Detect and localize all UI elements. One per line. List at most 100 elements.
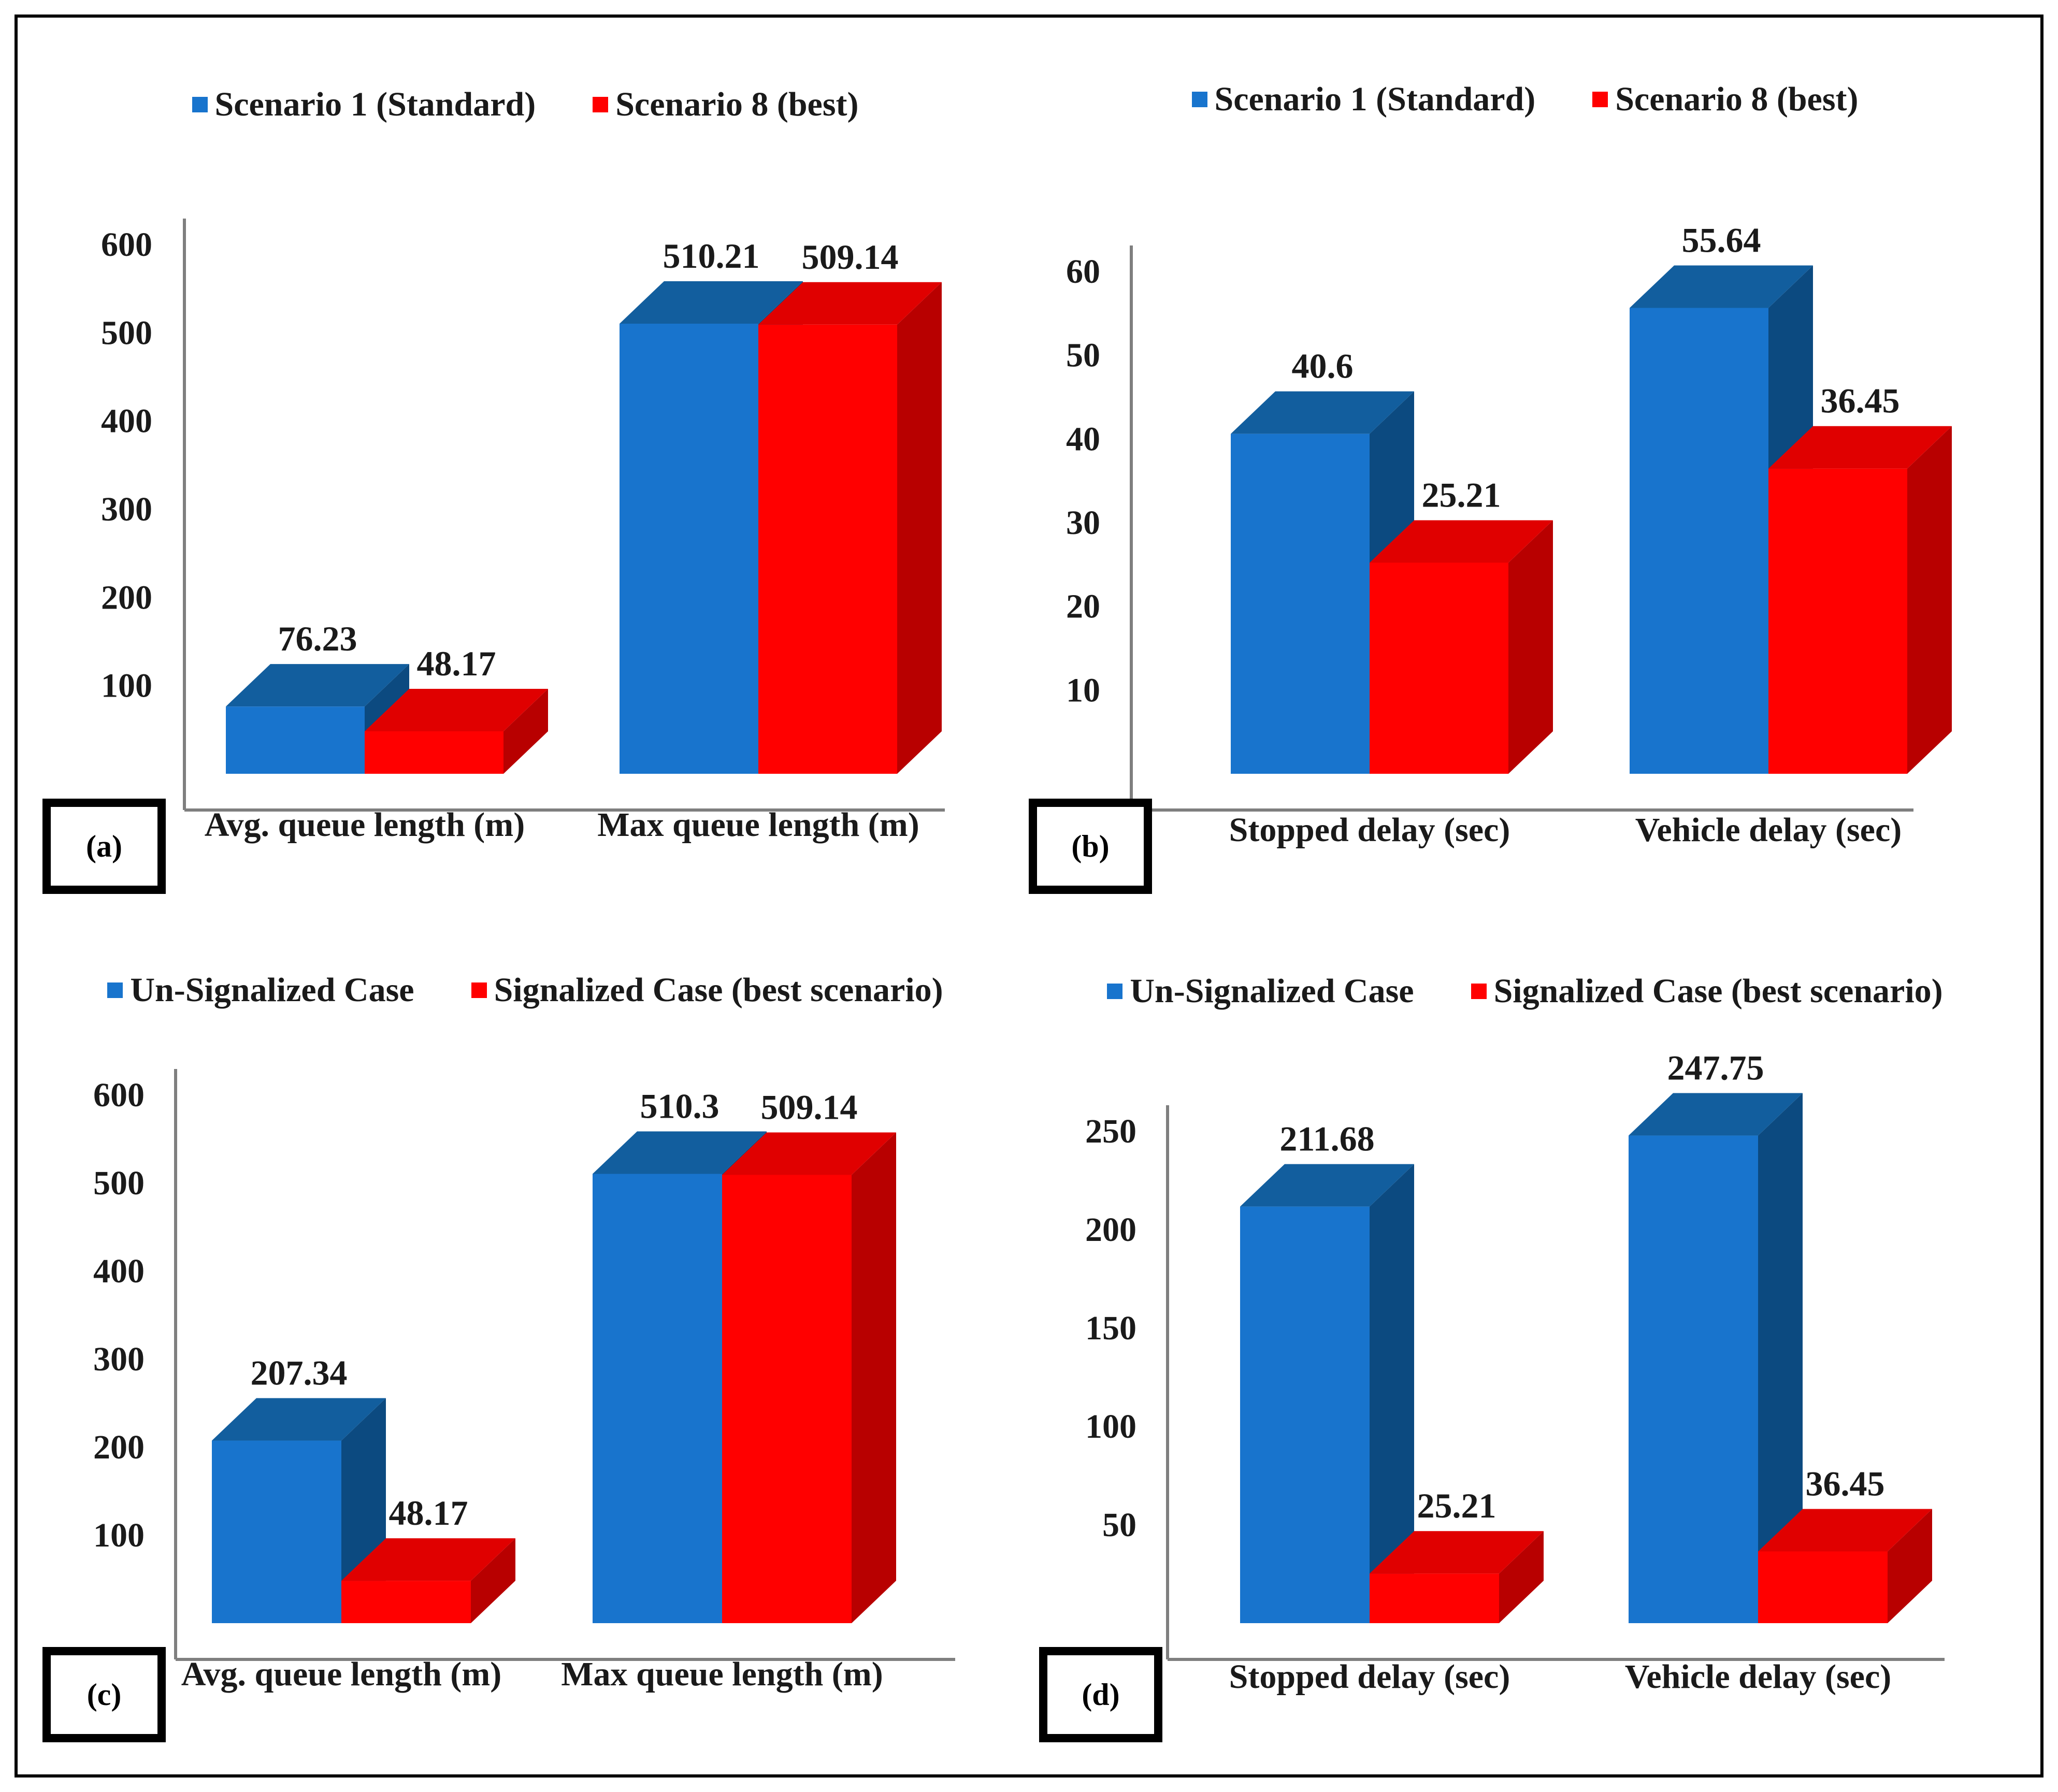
bar-top-face — [722, 1132, 896, 1175]
legend-swatch-red — [1471, 984, 1487, 999]
bar-side-face — [1499, 1531, 1544, 1623]
bar-front-face — [365, 731, 503, 774]
chart-panel-b: Scenario 1 (Standard) Scenario 8 (best) … — [1029, 49, 2017, 894]
bar-series-2 — [758, 282, 942, 774]
y-tick-label: 60 — [1066, 253, 1100, 291]
y-tick-label: 300 — [93, 1340, 145, 1378]
x-category-label: Max queue length (m) — [561, 1655, 883, 1693]
panel-label-b: (b) — [1029, 799, 1152, 894]
bar-chart-d: 050100150200250211.6825.21247.7536.45Sto… — [1085, 1048, 1945, 1696]
bar-series-1 — [1629, 1093, 1803, 1623]
bar-front-face — [1240, 1206, 1370, 1623]
bar-side-face — [897, 282, 942, 774]
bar-side-face — [852, 1132, 896, 1623]
bar-top-face — [1231, 391, 1414, 434]
bar-series-2 — [341, 1538, 515, 1623]
legend-swatch-red — [593, 97, 609, 112]
legend-entry-series-1: Scenario 1 (Standard) — [192, 85, 536, 124]
bar-front-face — [226, 706, 365, 774]
y-tick-label: 150 — [1085, 1309, 1136, 1347]
y-tick-label: 200 — [1085, 1211, 1136, 1249]
y-tick-label: 50 — [1102, 1506, 1136, 1544]
bar-value-label: 48.17 — [389, 1493, 468, 1533]
bar-top-face — [1629, 1093, 1803, 1136]
legend: Un-Signalized Case Signalized Case (best… — [33, 971, 1017, 1010]
legend-entry-series-1: Un-Signalized Case — [107, 971, 414, 1010]
legend-label: Scenario 8 (best) — [1615, 80, 1859, 118]
y-tick-label: 20 — [1066, 588, 1100, 626]
bar-series-1 — [1630, 265, 1813, 774]
bar-side-face — [503, 688, 548, 774]
bar-chart-a: 010020030040050060076.2348.17510.21509.1… — [101, 219, 945, 844]
chart-panel-c: Un-Signalized Case Signalized Case (best… — [33, 940, 1017, 1779]
legend-swatch-red — [471, 982, 487, 998]
legend-label: Un-Signalized Case — [1130, 972, 1414, 1010]
y-tick-label: 30 — [1066, 504, 1100, 542]
legend-label: Scenario 1 (Standard) — [214, 85, 536, 123]
y-tick-label: 300 — [101, 490, 152, 528]
bar-front-face — [593, 1174, 722, 1623]
bar-value-label: 40.6 — [1292, 346, 1354, 386]
bar-value-label: 36.45 — [1821, 381, 1900, 421]
bar-side-face — [1758, 1093, 1803, 1623]
legend-entry-series-1: Un-Signalized Case — [1107, 972, 1414, 1011]
y-tick-label: 200 — [101, 579, 152, 616]
bar-side-face — [1888, 1509, 1932, 1623]
legend-entry-series-2: Scenario 8 (best) — [1592, 80, 1858, 119]
legend-entry-series-1: Scenario 1 (Standard) — [1191, 80, 1535, 119]
bar-front-face — [1758, 1551, 1888, 1623]
bar-top-face — [1758, 1509, 1932, 1552]
bar-value-label: 48.17 — [417, 644, 496, 683]
bar-side-face — [471, 1538, 515, 1623]
bar-top-face — [593, 1131, 767, 1174]
bar-front-face — [1370, 1573, 1499, 1623]
panel-label-d: (d) — [1039, 1647, 1162, 1742]
legend-swatch-blue — [1191, 92, 1207, 107]
y-tick-label: 10 — [1066, 671, 1100, 709]
bar-value-label: 509.14 — [802, 237, 899, 277]
bar-top-face — [1768, 426, 1952, 469]
bar-chart-b: 010203040506040.625.2155.6436.45Stopped … — [1066, 220, 1952, 849]
x-category-label: Stopped delay (sec) — [1229, 811, 1510, 849]
bar-top-face — [1240, 1164, 1414, 1207]
legend-swatch-red — [1592, 92, 1608, 107]
bar-top-face — [341, 1538, 515, 1581]
bar-value-label: 510.3 — [640, 1086, 719, 1125]
y-tick-label: 250 — [1085, 1112, 1136, 1150]
bar-front-face — [341, 1581, 471, 1623]
bar-front-face — [1231, 433, 1370, 774]
bar-series-2 — [1370, 520, 1553, 774]
bar-value-label: 55.64 — [1682, 220, 1761, 259]
y-tick-label: 400 — [101, 402, 152, 440]
chart-panel-a: Scenario 1 (Standard) Scenario 8 (best) … — [33, 49, 1017, 894]
x-category-label: Vehicle delay (sec) — [1635, 811, 1902, 849]
y-tick-label: 500 — [101, 314, 152, 352]
bar-top-face — [1370, 1531, 1544, 1574]
bar-series-2 — [722, 1132, 896, 1623]
bar-series-2 — [1370, 1531, 1544, 1623]
bar-value-label: 509.14 — [761, 1087, 858, 1126]
bar-value-label: 25.21 — [1417, 1486, 1496, 1525]
legend-entry-series-2: Signalized Case (best scenario) — [471, 971, 943, 1010]
x-category-label: Stopped delay (sec) — [1229, 1658, 1510, 1696]
legend-label: Signalized Case (best scenario) — [494, 971, 943, 1009]
bar-value-label: 36.45 — [1806, 1464, 1885, 1503]
bar-series-2 — [1758, 1509, 1932, 1623]
bar-chart-c: 0100200300400500600207.3448.17510.3509.1… — [93, 1069, 955, 1693]
bar-front-face — [1370, 562, 1508, 774]
bar-side-face — [1370, 1164, 1414, 1623]
y-tick-label: 200 — [93, 1428, 145, 1466]
legend: Scenario 1 (Standard) Scenario 8 (best) — [1033, 80, 2017, 119]
legend-entry-series-2: Scenario 8 (best) — [593, 85, 858, 124]
y-tick-label: 400 — [93, 1252, 145, 1290]
bar-side-face — [1508, 520, 1553, 774]
bar-value-label: 247.75 — [1667, 1048, 1764, 1088]
bar-value-label: 25.21 — [1422, 475, 1501, 514]
bar-value-label: 211.68 — [1279, 1119, 1374, 1159]
legend-swatch-blue — [107, 982, 123, 998]
legend-swatch-blue — [1107, 984, 1123, 999]
bar-front-face — [1630, 308, 1768, 774]
bar-front-face — [620, 323, 758, 774]
bar-series-1 — [1240, 1164, 1414, 1623]
bar-top-face — [758, 282, 942, 325]
